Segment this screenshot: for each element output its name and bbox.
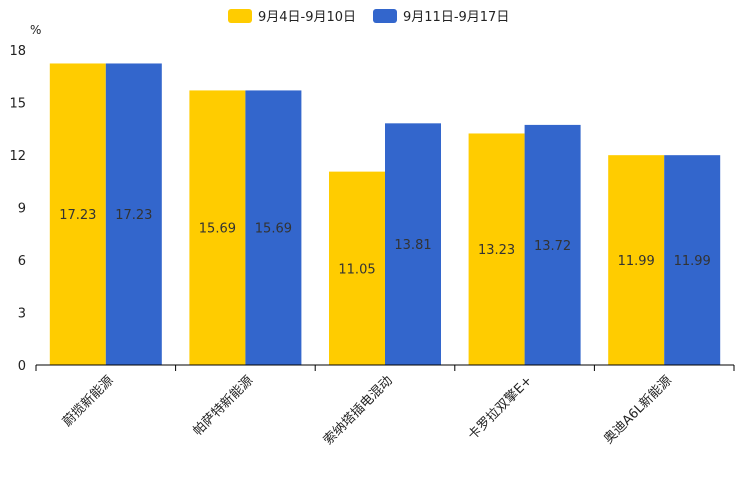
bar-value-label: 15.69 xyxy=(199,222,236,237)
bar-value-label: 13.23 xyxy=(478,243,515,258)
legend-label-series-1: 9月4日-9月10日 xyxy=(258,10,356,25)
legend-swatch-series-1 xyxy=(228,9,252,23)
bar-value-label: 13.72 xyxy=(534,239,571,254)
bar-value-label: 13.81 xyxy=(394,238,431,253)
bar-series-1[interactable] xyxy=(329,171,385,365)
bar-series-1[interactable] xyxy=(49,63,106,365)
legend-label-series-2: 9月11日-9月17日 xyxy=(403,10,509,25)
y-tick-label: 6 xyxy=(18,254,26,269)
bar-value-label: 17.23 xyxy=(59,208,96,223)
legend: 9月4日-9月10日 9月11日-9月17日 xyxy=(228,9,509,25)
x-category-label: 奥迪A6L新能源 xyxy=(600,373,675,448)
y-axis-unit-label: % xyxy=(30,23,41,37)
bars xyxy=(49,63,721,366)
bar-series-1[interactable] xyxy=(189,90,246,366)
x-category-label: 索纳塔插电混动 xyxy=(321,373,396,448)
bar-series-2[interactable] xyxy=(664,155,721,365)
bar-series-2[interactable] xyxy=(524,124,581,366)
bar-value-label: 11.99 xyxy=(674,254,711,269)
y-tick-label: 3 xyxy=(18,307,26,322)
y-axis-ticks: 0 3 6 9 12 15 18 xyxy=(9,44,26,374)
legend-swatch-series-2 xyxy=(373,9,397,23)
y-tick-label: 18 xyxy=(9,44,26,59)
y-tick-label: 0 xyxy=(18,359,26,374)
bar-value-label: 17.23 xyxy=(115,208,152,223)
y-tick-label: 15 xyxy=(9,97,26,112)
bar-series-2[interactable] xyxy=(245,90,302,366)
x-category-label: 蔚揽新能源 xyxy=(59,373,116,430)
bar-series-2[interactable] xyxy=(385,123,441,365)
x-category-label: 卡罗拉双擎E+ xyxy=(465,373,535,443)
x-category-label: 帕萨特新能源 xyxy=(190,373,256,439)
bar-value-label: 11.99 xyxy=(618,254,655,269)
bar-series-1[interactable] xyxy=(608,155,665,365)
y-tick-label: 12 xyxy=(9,149,26,164)
bar-value-label: 11.05 xyxy=(338,262,375,277)
bar-data-labels: 17.23 17.23 15.69 15.69 11.05 13.81 13.23 13.72… xyxy=(59,208,711,277)
x-axis-labels: 蔚揽新能源 帕萨特新能源 索纳塔插电混动 卡罗拉双擎E+ 奥迪A6L新能源 xyxy=(59,373,675,449)
bar-series-2[interactable] xyxy=(105,63,162,365)
x-axis-ticks xyxy=(35,365,735,371)
bar-value-label: 15.69 xyxy=(255,222,292,237)
y-tick-label: 9 xyxy=(18,202,26,217)
bar-series-1[interactable] xyxy=(468,133,525,365)
